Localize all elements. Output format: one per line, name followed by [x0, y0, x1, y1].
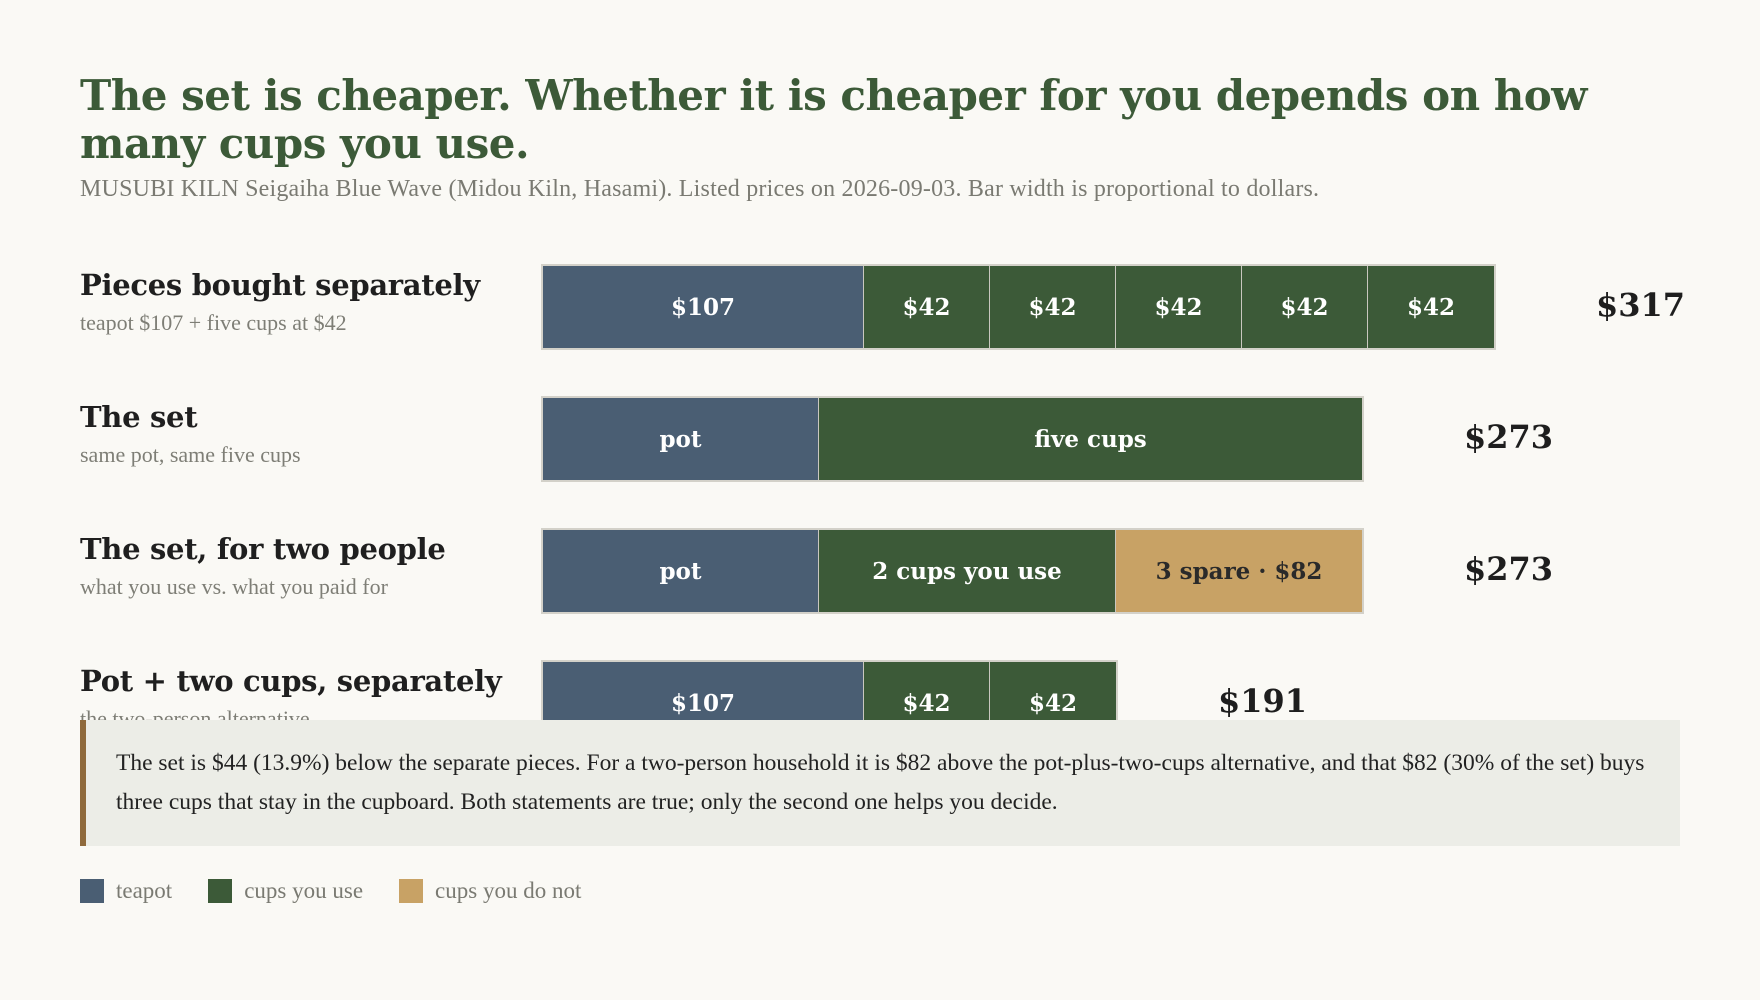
bar-rows: Pieces bought separately teapot $107 + fi…	[80, 0, 1685, 1000]
row-subtitle: what you use vs. what you paid for	[80, 574, 388, 599]
row-total-label: $191	[1218, 682, 1308, 720]
row-label: The set, for two people what you use vs. …	[80, 532, 530, 600]
row-subtitle: the two-person alternative	[80, 706, 310, 731]
row-label: The set same pot, same five cups	[80, 400, 530, 468]
stacked-bar: pot 2 cups you use 3 spare · $82	[541, 528, 1364, 614]
row-title: Pot + two cups, separately	[80, 664, 502, 698]
row-subtitle: teapot $107 + five cups at $42	[80, 310, 347, 335]
bar-segment-cups-used: $42	[990, 662, 1116, 744]
bar-segment-cups-used: $42	[1368, 266, 1494, 348]
chart-title: The set is cheaper. Whether it is cheape…	[80, 71, 1587, 168]
chart-container: The set is cheaper. Whether it is cheape…	[80, 72, 1680, 203]
bar-row: The set same pot, same five cups pot five c…	[80, 396, 1680, 482]
bar-segment-teapot: $107	[543, 266, 864, 348]
bar-segment-cups-used: 2 cups you use	[819, 530, 1116, 612]
bar-segment-cups-used: five cups	[819, 398, 1362, 480]
bar-row: Pieces bought separately teapot $107 + fi…	[80, 264, 1685, 350]
chart-subtitle: MUSUBI KILN Seigaiha Blue Wave (Midou Ki…	[80, 176, 1320, 202]
bar-row: The set, for two people what you use vs. …	[80, 528, 1680, 614]
bar-segment-cups-used: $42	[1116, 266, 1242, 348]
row-title: Pieces bought separately	[80, 268, 480, 302]
bar-segment-teapot: $107	[543, 662, 864, 744]
bar-segment-cups-used: $42	[864, 266, 990, 348]
row-total-label: $317	[1596, 286, 1686, 324]
row-title: The set, for two people	[80, 532, 446, 566]
stacked-bar: $107 $42 $42 $42 $42 $42	[541, 264, 1496, 350]
row-title: The set	[80, 400, 198, 434]
bar-segment-cups-used: $42	[1242, 266, 1368, 348]
bar-segment-teapot: pot	[543, 530, 819, 612]
bar-segment-cups-used: $42	[864, 662, 990, 744]
row-total-label: $273	[1464, 418, 1554, 456]
bar-segment-teapot: pot	[543, 398, 819, 480]
bar-row: Pot + two cups, separately the two-person…	[80, 660, 1680, 746]
stacked-bar: $107 $42 $42	[541, 660, 1118, 746]
stacked-bar: pot five cups	[541, 396, 1364, 482]
row-subtitle: same pot, same five cups	[80, 442, 301, 467]
row-label: Pot + two cups, separately the two-person…	[80, 664, 530, 732]
bar-segment-cups-unused: 3 spare · $82	[1116, 530, 1362, 612]
row-total-label: $273	[1464, 550, 1554, 588]
row-label: Pieces bought separately teapot $107 + fi…	[80, 268, 530, 336]
bar-segment-cups-used: $42	[990, 266, 1116, 348]
